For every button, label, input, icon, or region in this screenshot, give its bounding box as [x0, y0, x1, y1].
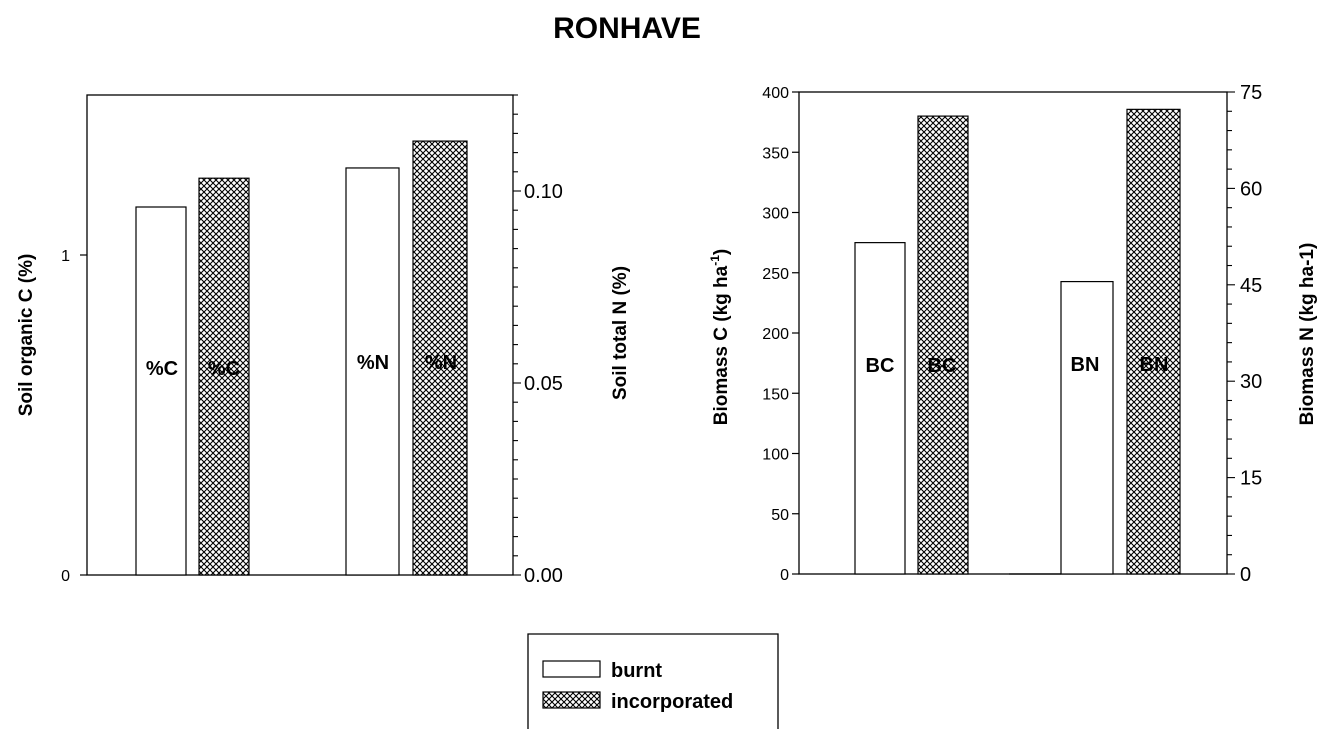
right-ytick-5: 250	[762, 266, 789, 283]
left-bar-label-c-incorporated: %C	[208, 358, 240, 380]
right-ytick-1: 50	[771, 507, 789, 524]
right-chart: Biomass C (kg ha-1) Biomass N (kg ha-1) …	[708, 82, 1318, 586]
right-bar-bc-burnt	[854, 242, 906, 575]
left-bar-label-n-burnt: %N	[357, 352, 389, 374]
right-y-axis-label: Biomass C (kg ha-1)	[708, 249, 732, 425]
right-axis-ticks	[792, 91, 1235, 575]
left-bars	[135, 140, 468, 576]
right-bar-bc-incorporated	[917, 115, 969, 575]
right-ytick-8: 400	[762, 85, 789, 102]
legend-box	[527, 633, 779, 729]
left-axis-ticks	[80, 94, 521, 576]
left-bar-c-incorporated	[198, 177, 250, 576]
left-bar-n-burnt	[345, 167, 400, 576]
right-bars	[854, 108, 1181, 575]
legend-swatch-burnt	[542, 660, 601, 678]
legend-label-incorporated: incorporated	[611, 691, 733, 713]
left-y2tick-1: 0.05	[524, 373, 563, 395]
right-y2tick-3: 45	[1240, 275, 1262, 297]
left-y2-axis-label: Soil total N (%)	[610, 266, 631, 400]
right-y2tick-2: 30	[1240, 371, 1262, 393]
left-y-axis-label: Soil organic C (%)	[16, 254, 37, 417]
left-ytick-0: 0	[61, 568, 70, 585]
legend-swatch-incorporated	[542, 691, 601, 709]
right-bar-label-bn-burnt: BN	[1071, 354, 1100, 376]
right-y-tick-labels: 0 50 100 150 200 250 300 350 400	[762, 85, 789, 584]
right-ytick-6: 300	[762, 206, 789, 223]
right-ytick-7: 350	[762, 145, 789, 162]
right-bar-label-bc-burnt: BC	[866, 355, 895, 377]
right-bar-label-bn-incorporated: BN	[1140, 354, 1169, 376]
right-y2tick-1: 15	[1240, 468, 1262, 490]
left-y2tick-2: 0.10	[524, 181, 563, 203]
left-y2tick-0: 0.00	[524, 565, 563, 587]
left-bar-label-c-burnt: %C	[146, 358, 178, 380]
chart-title: RONHAVE	[553, 12, 701, 45]
left-ytick-1: 1	[61, 248, 70, 265]
right-y2-axis-label: Biomass N (kg ha-1)	[1297, 243, 1318, 426]
legend: burnt incorporated	[527, 633, 779, 729]
legend-label-burnt: burnt	[611, 660, 662, 682]
right-y2tick-0: 0	[1240, 564, 1251, 586]
left-plot-frame	[86, 94, 514, 576]
right-ytick-3: 150	[762, 386, 789, 403]
right-y2-tick-labels: 0 15 30 45 60 75	[1240, 82, 1262, 586]
right-bar-label-bc-incorporated: BC	[928, 355, 957, 377]
right-ytick-4: 200	[762, 326, 789, 343]
right-y2tick-5: 75	[1240, 82, 1262, 104]
left-bar-c-burnt	[135, 206, 187, 576]
right-bar-bn-incorporated	[1126, 108, 1181, 575]
right-ytick-0: 0	[780, 567, 789, 584]
left-bar-n-incorporated	[412, 140, 468, 576]
left-bar-label-n-incorporated: %N	[425, 352, 457, 374]
right-bar-bn-burnt	[1060, 280, 1114, 575]
right-ytick-2: 100	[762, 447, 789, 464]
right-y2tick-4: 60	[1240, 178, 1262, 200]
left-chart: Soil organic C (%) Soil total N (%) 0 1 …	[16, 94, 631, 587]
